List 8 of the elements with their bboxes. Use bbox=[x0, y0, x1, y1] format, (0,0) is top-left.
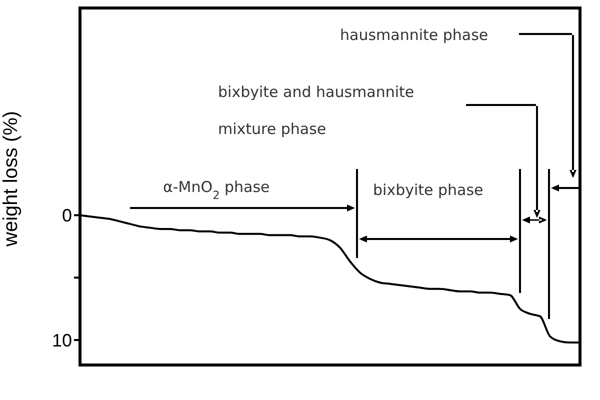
annotation: α-MnO$_{2}$ phase bbox=[163, 178, 270, 202]
y-tick-label: 0 bbox=[62, 206, 72, 226]
y-tick-label: 10 bbox=[52, 330, 72, 350]
annotation: hausmannite phase bbox=[340, 26, 488, 44]
y-axis-title: weight loss (%) bbox=[0, 110, 22, 248]
annotation: mixture phase bbox=[218, 120, 326, 138]
annotation: bixbyite and hausmannite bbox=[218, 83, 414, 101]
annotation: bixbyite phase bbox=[373, 181, 484, 199]
